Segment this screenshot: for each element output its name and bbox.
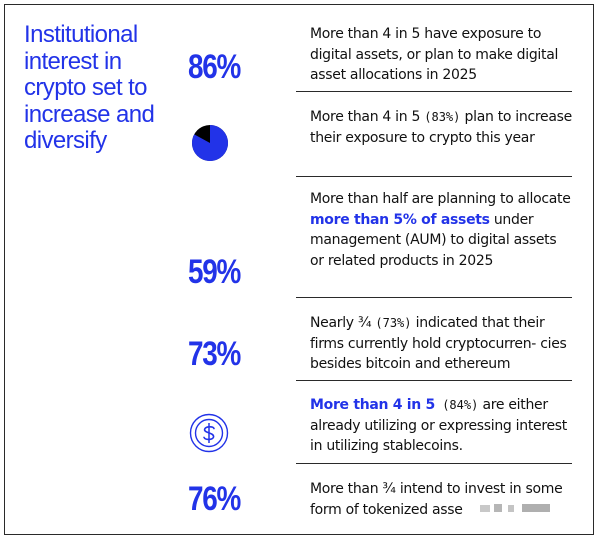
row-4-percent: (73%) <box>375 316 412 330</box>
watermark-smudge <box>480 504 550 512</box>
row-2-percent: (83%) <box>424 110 461 124</box>
row-5-text-end: are either already utilizing or expressi… <box>310 397 567 454</box>
divider <box>296 463 572 464</box>
row-4-text-end: indicated that their firms currently hol… <box>310 315 567 372</box>
stat-76-percent: 76% <box>188 480 241 518</box>
divider <box>296 297 572 298</box>
row-4-description: Nearly ¾ (73%) indicated that their firm… <box>310 313 572 375</box>
headline: Institutional interest in crypto set to … <box>24 21 155 154</box>
row-1-description: More than 4 in 5 have exposure to digita… <box>310 26 559 83</box>
stat-86-percent: 86% <box>188 48 241 86</box>
pie-83-percent-slice <box>192 125 229 161</box>
infographic-frame <box>4 4 594 535</box>
row-2-text-end: plan to increase their exposure to crypt… <box>310 109 572 146</box>
divider <box>296 176 572 177</box>
row-2-description: More than 4 in 5 (83%) plan to increase … <box>310 107 572 148</box>
row-4-text-start: Nearly ¾ <box>310 315 376 331</box>
row-5-percent: (84%) <box>434 398 479 412</box>
row-3-highlight: more than 5% of assets <box>310 211 490 228</box>
row-3-text-end: under management (AUM) to digital assets… <box>310 211 557 269</box>
dollar-coin-icon <box>189 413 229 453</box>
row-3-text-start: More than half are planning to allocate <box>310 191 571 207</box>
stat-73-percent: 73% <box>188 335 241 373</box>
row-5-highlight: More than 4 in 5 <box>310 397 435 413</box>
row-6-description: More than ¾ intend to invest in some for… <box>310 481 563 518</box>
divider <box>296 91 572 92</box>
row-5-description: More than 4 in 5 (84%) are either alread… <box>310 395 572 457</box>
row-2-text-start: More than 4 in 5 <box>310 109 425 125</box>
divider <box>296 380 572 381</box>
pie-chart-icon <box>192 125 229 161</box>
stat-59-percent: 59% <box>188 253 241 291</box>
row-3-description: More than half are planning to allocate … <box>310 189 572 271</box>
